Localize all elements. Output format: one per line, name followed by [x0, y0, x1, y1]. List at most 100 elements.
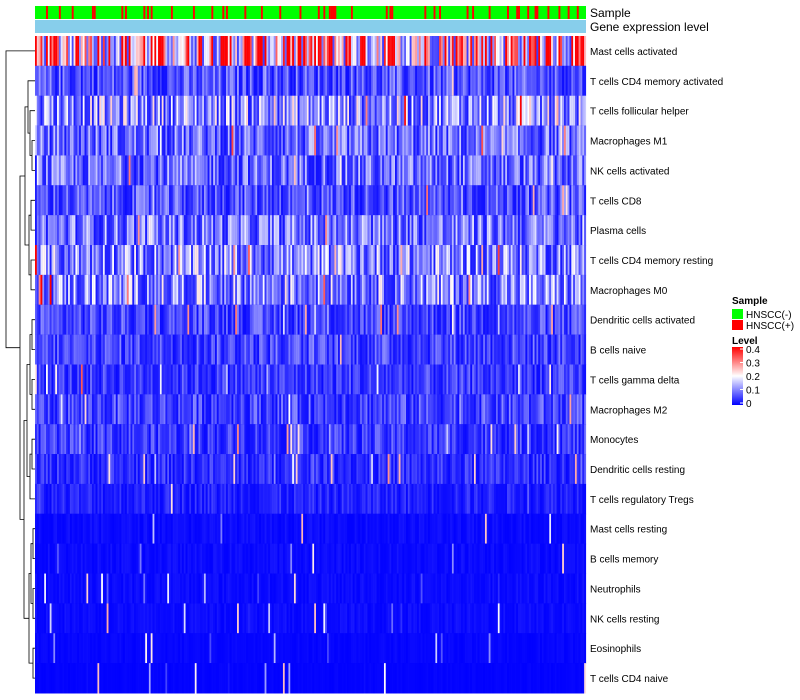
heatmap-cell — [244, 364, 247, 395]
heatmap-cell — [119, 513, 122, 545]
heatmap-cell — [372, 394, 375, 425]
heatmap-cell — [321, 245, 324, 276]
heatmap-cell — [519, 424, 522, 455]
heatmap-cell — [40, 65, 43, 97]
heatmap-cell — [290, 65, 293, 97]
heatmap-cell — [143, 155, 146, 186]
heatmap-cell — [312, 65, 315, 97]
heatmap-cell — [538, 304, 541, 336]
heatmap-cell — [391, 155, 394, 186]
dendrogram-branch — [32, 588, 35, 619]
heatmap-cell — [459, 454, 462, 485]
heatmap-cell — [428, 424, 430, 455]
heatmap-cell — [435, 125, 438, 156]
heatmap-cell — [323, 334, 326, 365]
heatmap-cell — [316, 334, 318, 365]
heatmap-cell — [282, 274, 285, 306]
heatmap-cell — [165, 36, 168, 67]
heatmap-cell — [259, 334, 261, 365]
heatmap-cell — [439, 36, 441, 67]
heatmap-cell — [233, 155, 236, 186]
heatmap-cell — [284, 215, 287, 246]
heatmap-cell — [198, 483, 201, 515]
heatmap-cell — [406, 95, 408, 127]
heatmap-cell — [475, 394, 478, 425]
heatmap-cell — [532, 95, 535, 127]
heatmap-cell — [470, 245, 473, 276]
heatmap-cell — [413, 274, 416, 306]
heatmap-cell — [378, 424, 381, 455]
heatmap-cell — [376, 394, 379, 425]
heatmap-cell — [262, 364, 265, 395]
heatmap-cell — [58, 185, 61, 216]
heatmap-cell — [102, 483, 105, 515]
heatmap-cell — [345, 304, 348, 336]
heatmap-cell — [367, 36, 370, 67]
heatmap-cell — [194, 155, 197, 186]
heatmap-cell — [86, 304, 89, 336]
heatmap-cell — [571, 185, 574, 216]
heatmap-cell — [530, 364, 533, 395]
heatmap-cell — [202, 125, 205, 156]
heatmap-cell — [479, 65, 482, 97]
heatmap-cell — [562, 334, 565, 365]
heatmap-cell — [576, 454, 579, 485]
heatmap-cell — [444, 95, 447, 127]
heatmap-cell — [121, 394, 124, 425]
heatmap-cell — [183, 155, 186, 186]
heatmap-cell — [62, 513, 65, 545]
heatmap-cell — [101, 274, 104, 306]
heatmap-cell — [271, 245, 274, 276]
heatmap-cell — [439, 215, 441, 246]
heatmap-cell — [439, 155, 441, 186]
heatmap-cell — [147, 215, 149, 246]
heatmap-cell — [341, 36, 344, 67]
heatmap-cell — [560, 65, 563, 97]
heatmap-cell — [255, 454, 258, 485]
heatmap-cell — [494, 274, 497, 306]
heatmap-cell — [191, 394, 194, 425]
heatmap-cell — [525, 95, 528, 127]
heatmap-cell — [38, 424, 41, 455]
heatmap-cell — [121, 364, 124, 395]
heatmap-cell — [112, 394, 115, 425]
heatmap-cell — [560, 125, 563, 156]
heatmap-cell — [240, 155, 243, 186]
heatmap-cell — [424, 125, 427, 156]
heatmap-cell — [472, 424, 475, 455]
heatmap-cell — [347, 215, 350, 246]
sample-bar-positive-cell — [244, 6, 247, 19]
heatmap-cell — [402, 394, 405, 425]
heatmap-cell — [181, 424, 184, 455]
heatmap-cell — [512, 364, 515, 395]
heatmap-cell — [450, 274, 453, 306]
heatmap-cell — [562, 454, 565, 485]
heatmap-cell — [147, 394, 149, 425]
heatmap-cell — [360, 36, 363, 67]
heatmap-cell — [383, 304, 386, 336]
heatmap-cell — [461, 483, 464, 515]
heatmap-cell — [462, 364, 465, 395]
heatmap-cell — [224, 215, 227, 246]
heatmap-cell — [396, 424, 399, 455]
heatmap-cell — [424, 185, 427, 216]
heatmap-cell — [398, 65, 401, 97]
heatmap-cell — [220, 424, 223, 455]
heatmap-cell — [255, 155, 258, 186]
heatmap-cell — [490, 245, 493, 276]
heatmap-cell — [536, 424, 539, 455]
heatmap-cell — [376, 95, 379, 127]
heatmap-cell — [62, 483, 65, 515]
heatmap-cell — [574, 334, 577, 365]
heatmap-cell — [473, 185, 476, 216]
heatmap-cell — [145, 424, 148, 455]
heatmap-cell — [60, 155, 63, 186]
heatmap-cell — [387, 155, 390, 186]
heatmap-cell — [369, 394, 372, 425]
heatmap-cell — [472, 36, 475, 67]
heatmap-cell — [205, 245, 208, 276]
heatmap-cell — [435, 304, 438, 336]
heatmap-cells — [35, 36, 587, 694]
heatmap-cell — [383, 274, 386, 306]
heatmap-cell — [394, 274, 397, 306]
